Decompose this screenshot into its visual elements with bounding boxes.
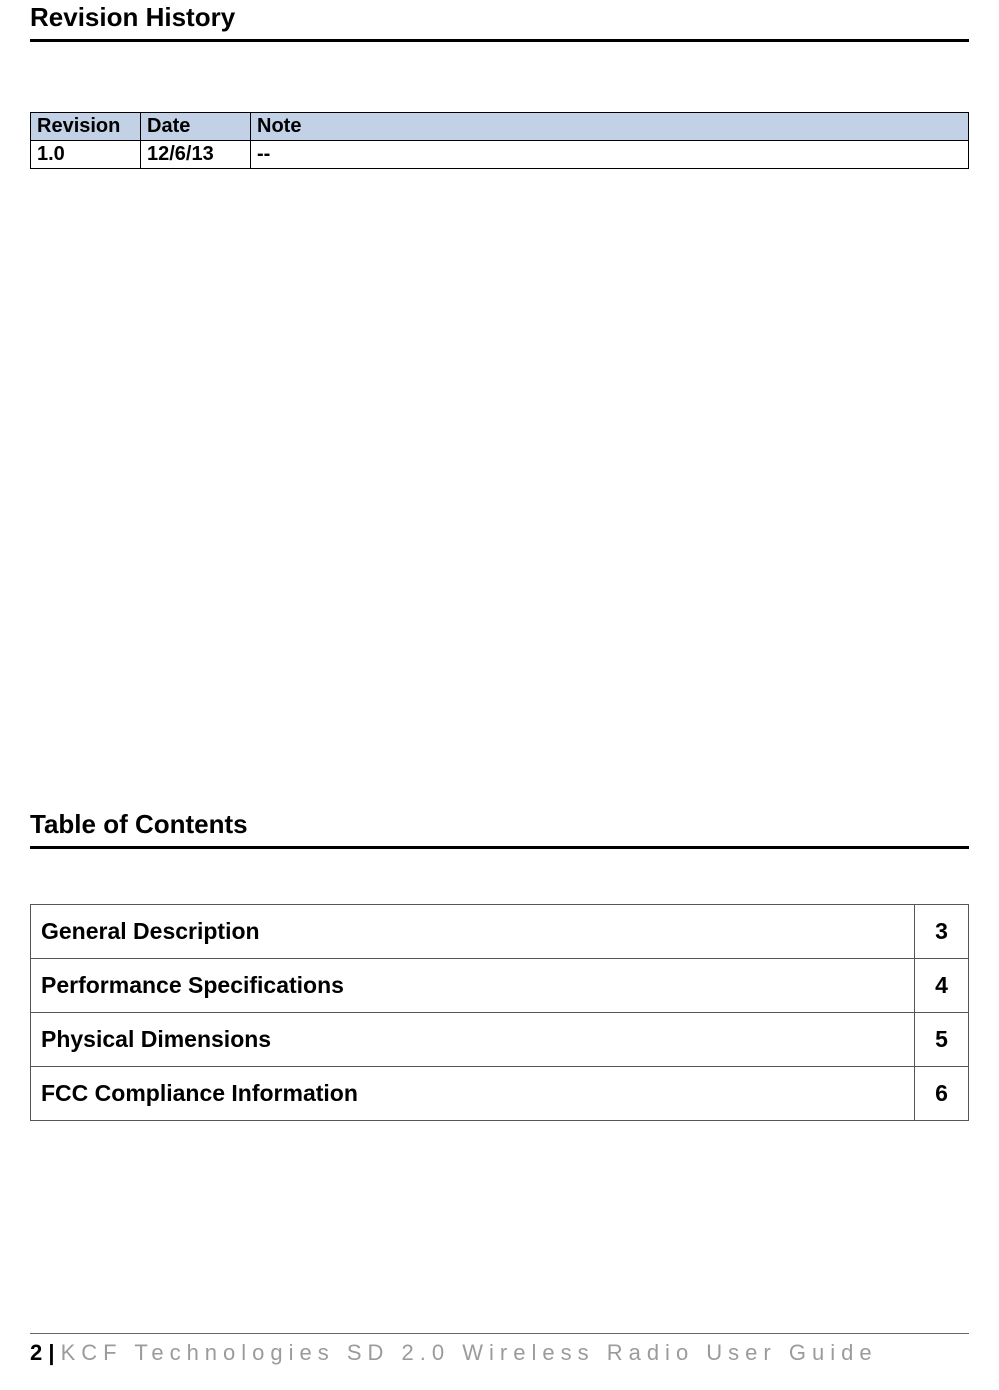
cell-revision: 1.0: [31, 141, 141, 169]
toc-table: General Description 3 Performance Specif…: [30, 904, 969, 1121]
toc-item-page: 4: [915, 959, 969, 1013]
col-note: Note: [251, 113, 969, 141]
toc-item-page: 6: [915, 1067, 969, 1121]
col-date: Date: [141, 113, 251, 141]
table-row: Physical Dimensions 5: [31, 1013, 969, 1067]
cell-date: 12/6/13: [141, 141, 251, 169]
toc-item-page: 5: [915, 1013, 969, 1067]
toc-item-title: Performance Specifications: [31, 959, 915, 1013]
col-revision: Revision: [31, 113, 141, 141]
cell-note: --: [251, 141, 969, 169]
table-row: FCC Compliance Information 6: [31, 1067, 969, 1121]
table-row: 1.0 12/6/13 --: [31, 141, 969, 169]
page-number: 2 |: [30, 1340, 61, 1365]
table-row: General Description 3: [31, 905, 969, 959]
toc-item-title: General Description: [31, 905, 915, 959]
footer-text: KCF Technologies SD 2.0 Wireless Radio U…: [61, 1340, 878, 1365]
table-of-contents-heading: Table of Contents: [30, 809, 969, 849]
toc-item-page: 3: [915, 905, 969, 959]
revision-history-heading: Revision History: [30, 2, 969, 42]
table-row: Performance Specifications 4: [31, 959, 969, 1013]
page-footer: 2 | KCF Technologies SD 2.0 Wireless Rad…: [30, 1333, 969, 1366]
table-header-row: Revision Date Note: [31, 113, 969, 141]
toc-item-title: Physical Dimensions: [31, 1013, 915, 1067]
revision-table: Revision Date Note 1.0 12/6/13 --: [30, 112, 969, 169]
toc-item-title: FCC Compliance Information: [31, 1067, 915, 1121]
